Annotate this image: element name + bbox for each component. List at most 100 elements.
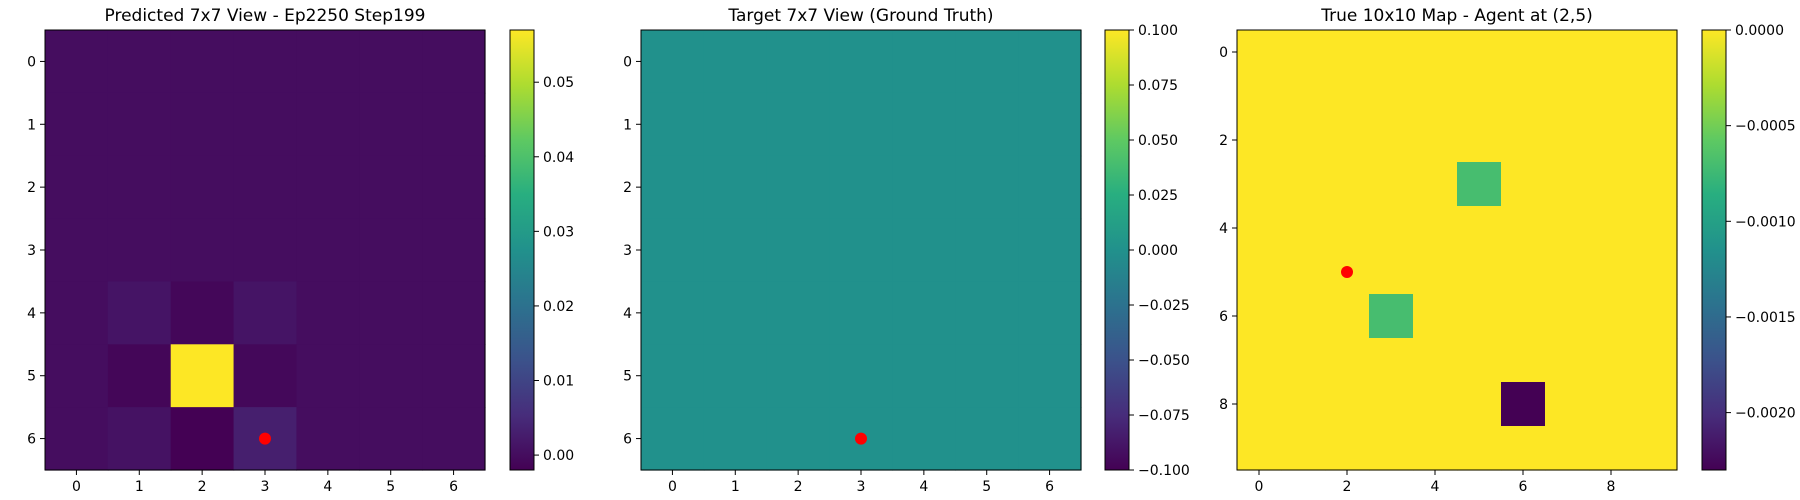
heatmap-cell-r8-c2	[1325, 382, 1370, 427]
x-tick-label: 5	[982, 479, 991, 495]
heatmap-cell-r0-c8	[1589, 30, 1634, 75]
heatmap-cell-r2-c4	[892, 155, 956, 220]
heatmap-cell-r0-c2	[1325, 30, 1370, 75]
y-tick-label: 4	[623, 306, 632, 322]
heatmap-cell-r5-c4	[892, 344, 956, 408]
heatmap-cell-r1-c2	[766, 92, 831, 157]
heatmap-cell-r2-c1	[703, 155, 768, 220]
heatmap-cell-r5-c7	[1545, 250, 1590, 295]
heatmap-cell-r1-c6	[1018, 92, 1082, 157]
heatmap-cell-r4-c1	[703, 281, 768, 345]
heatmap-cell-r1-c5	[359, 92, 423, 157]
heatmap-cell-r6-c1	[107, 407, 172, 471]
heatmap-cell-r0-c2	[170, 30, 235, 94]
heatmap-cell-r4-c2	[170, 281, 235, 345]
heatmap-cell-r6-c6	[1501, 294, 1546, 339]
heatmap-cell-r0-c3	[1369, 30, 1414, 75]
heatmap-cell-r0-c1	[1281, 30, 1326, 75]
heatmap-cell-r6-c1	[1281, 294, 1326, 339]
x-tick-label: 1	[135, 479, 144, 495]
heatmap-cell-r4-c3	[233, 281, 298, 345]
heatmap-cell-r9-c6	[1501, 426, 1546, 471]
heatmap-cell-r3-c2	[766, 218, 831, 283]
heatmap-cell-r9-c8	[1589, 426, 1634, 471]
heatmap-cell-r2-c6	[422, 155, 486, 220]
heatmap-cell-r7-c0	[1237, 338, 1282, 383]
heatmap-cell-r7-c1	[1281, 338, 1326, 383]
heatmap-cell-r8-c1	[1281, 382, 1326, 427]
heatmap-cell-r1-c6	[422, 92, 486, 157]
heatmap-cell-r4-c6	[1501, 206, 1546, 251]
heatmap-cell-r2-c4	[1413, 118, 1458, 163]
colorbar-tick-label: −0.075	[1138, 408, 1190, 424]
colorbar-tick-label: 0.050	[1138, 133, 1178, 149]
heatmap-cell-r4-c5	[1457, 206, 1502, 251]
y-tick-label: 0	[1219, 45, 1228, 61]
heatmap-cell-r9-c3	[1369, 426, 1414, 471]
heatmap-cell-r5-c1	[1281, 250, 1326, 295]
heatmap-cell-r9-c0	[1237, 426, 1282, 471]
heatmap-cell-r4-c2	[766, 281, 831, 345]
heatmap-cell-r5-c2	[170, 344, 235, 408]
heatmap-cell-r7-c5	[1457, 338, 1502, 383]
heatmap-cell-r5-c4	[1413, 250, 1458, 295]
heatmap-cell-r4-c0	[641, 281, 705, 345]
heatmap-cell-r4-c1	[1281, 206, 1326, 251]
heatmap-cell-r3-c1	[107, 218, 172, 283]
colorbar-tick-label: 0.02	[543, 299, 574, 315]
heatmap-cell-r2-c0	[1237, 118, 1282, 163]
heatmap-cell-r0-c4	[296, 30, 360, 94]
heatmap-cell-r4-c9	[1633, 206, 1678, 251]
heatmap-cell-r6-c9	[1633, 294, 1678, 339]
heatmap-cell-r2-c5	[359, 155, 423, 220]
heatmap-cell-r2-c2	[1325, 118, 1370, 163]
y-tick-label: 0	[27, 54, 36, 70]
colorbar-tick-label: 0.05	[543, 75, 574, 91]
y-tick-label: 3	[27, 243, 36, 259]
heatmap-cell-r4-c6	[1018, 281, 1082, 345]
heatmap-cell-r5-c4	[296, 344, 360, 408]
heatmap-cell-r4-c5	[955, 281, 1019, 345]
heatmap-cell-r1-c3	[233, 92, 298, 157]
x-tick-label: 0	[1255, 479, 1264, 495]
heatmap-cell-r0-c6	[1501, 30, 1546, 75]
x-tick-label: 6	[1045, 479, 1054, 495]
heatmap-cell-r2-c7	[1545, 118, 1590, 163]
heatmap-cell-r6-c2	[766, 407, 831, 471]
heatmap-cell-r5-c1	[107, 344, 172, 408]
heatmap-cell-r4-c2	[1325, 206, 1370, 251]
heatmap-cell-r6-c5	[955, 407, 1019, 471]
heatmap-cell-r6-c4	[1413, 294, 1458, 339]
x-tick-label: 4	[919, 479, 928, 495]
heatmap-cell-r4-c4	[1413, 206, 1458, 251]
heatmap-cell-r2-c5	[955, 155, 1019, 220]
heatmap-cell-r8-c7	[1545, 382, 1590, 427]
y-tick-label: 3	[623, 243, 632, 259]
heatmap-cell-r1-c7	[1545, 74, 1590, 119]
heatmap-cell-r3-c4	[296, 218, 360, 283]
heatmap-cell-r3-c0	[1237, 162, 1282, 207]
heatmap-cell-r7-c6	[1501, 338, 1546, 383]
heatmap-cell-r0-c3	[233, 30, 298, 94]
heatmap-cell-r6-c4	[296, 407, 360, 471]
x-tick-label: 1	[731, 479, 740, 495]
panel-predicted-view: Predicted 7x7 View - Ep2250 Step199 0 1 2 3 4…	[27, 6, 574, 495]
heatmap-cell-r0-c5	[1457, 30, 1502, 75]
heatmap-cell-r1-c0	[1237, 74, 1282, 119]
heatmap-cell-r1-c1	[703, 92, 768, 157]
x-tick-label: 2	[1343, 479, 1352, 495]
y-tick-label: 6	[623, 432, 632, 448]
heatmap-cell-r5-c8	[1589, 250, 1634, 295]
heatmap-cell-r1-c4	[296, 92, 360, 157]
heatmap-cell-r8-c6	[1501, 382, 1546, 427]
heatmap-cell-r4-c3	[829, 281, 894, 345]
heatmap-cell-r5-c5	[955, 344, 1019, 408]
heatmap-cell-r4-c0	[1237, 206, 1282, 251]
colorbar	[1701, 29, 1727, 471]
heatmap-cell-r8-c9	[1633, 382, 1678, 427]
heatmap-cell-r2-c6	[1018, 155, 1082, 220]
heatmap-cell-r3-c1	[703, 218, 768, 283]
heatmap-cell-r3-c8	[1589, 162, 1634, 207]
heatmap-cell-r2-c8	[1589, 118, 1634, 163]
heatmap-cell-r4-c4	[892, 281, 956, 345]
